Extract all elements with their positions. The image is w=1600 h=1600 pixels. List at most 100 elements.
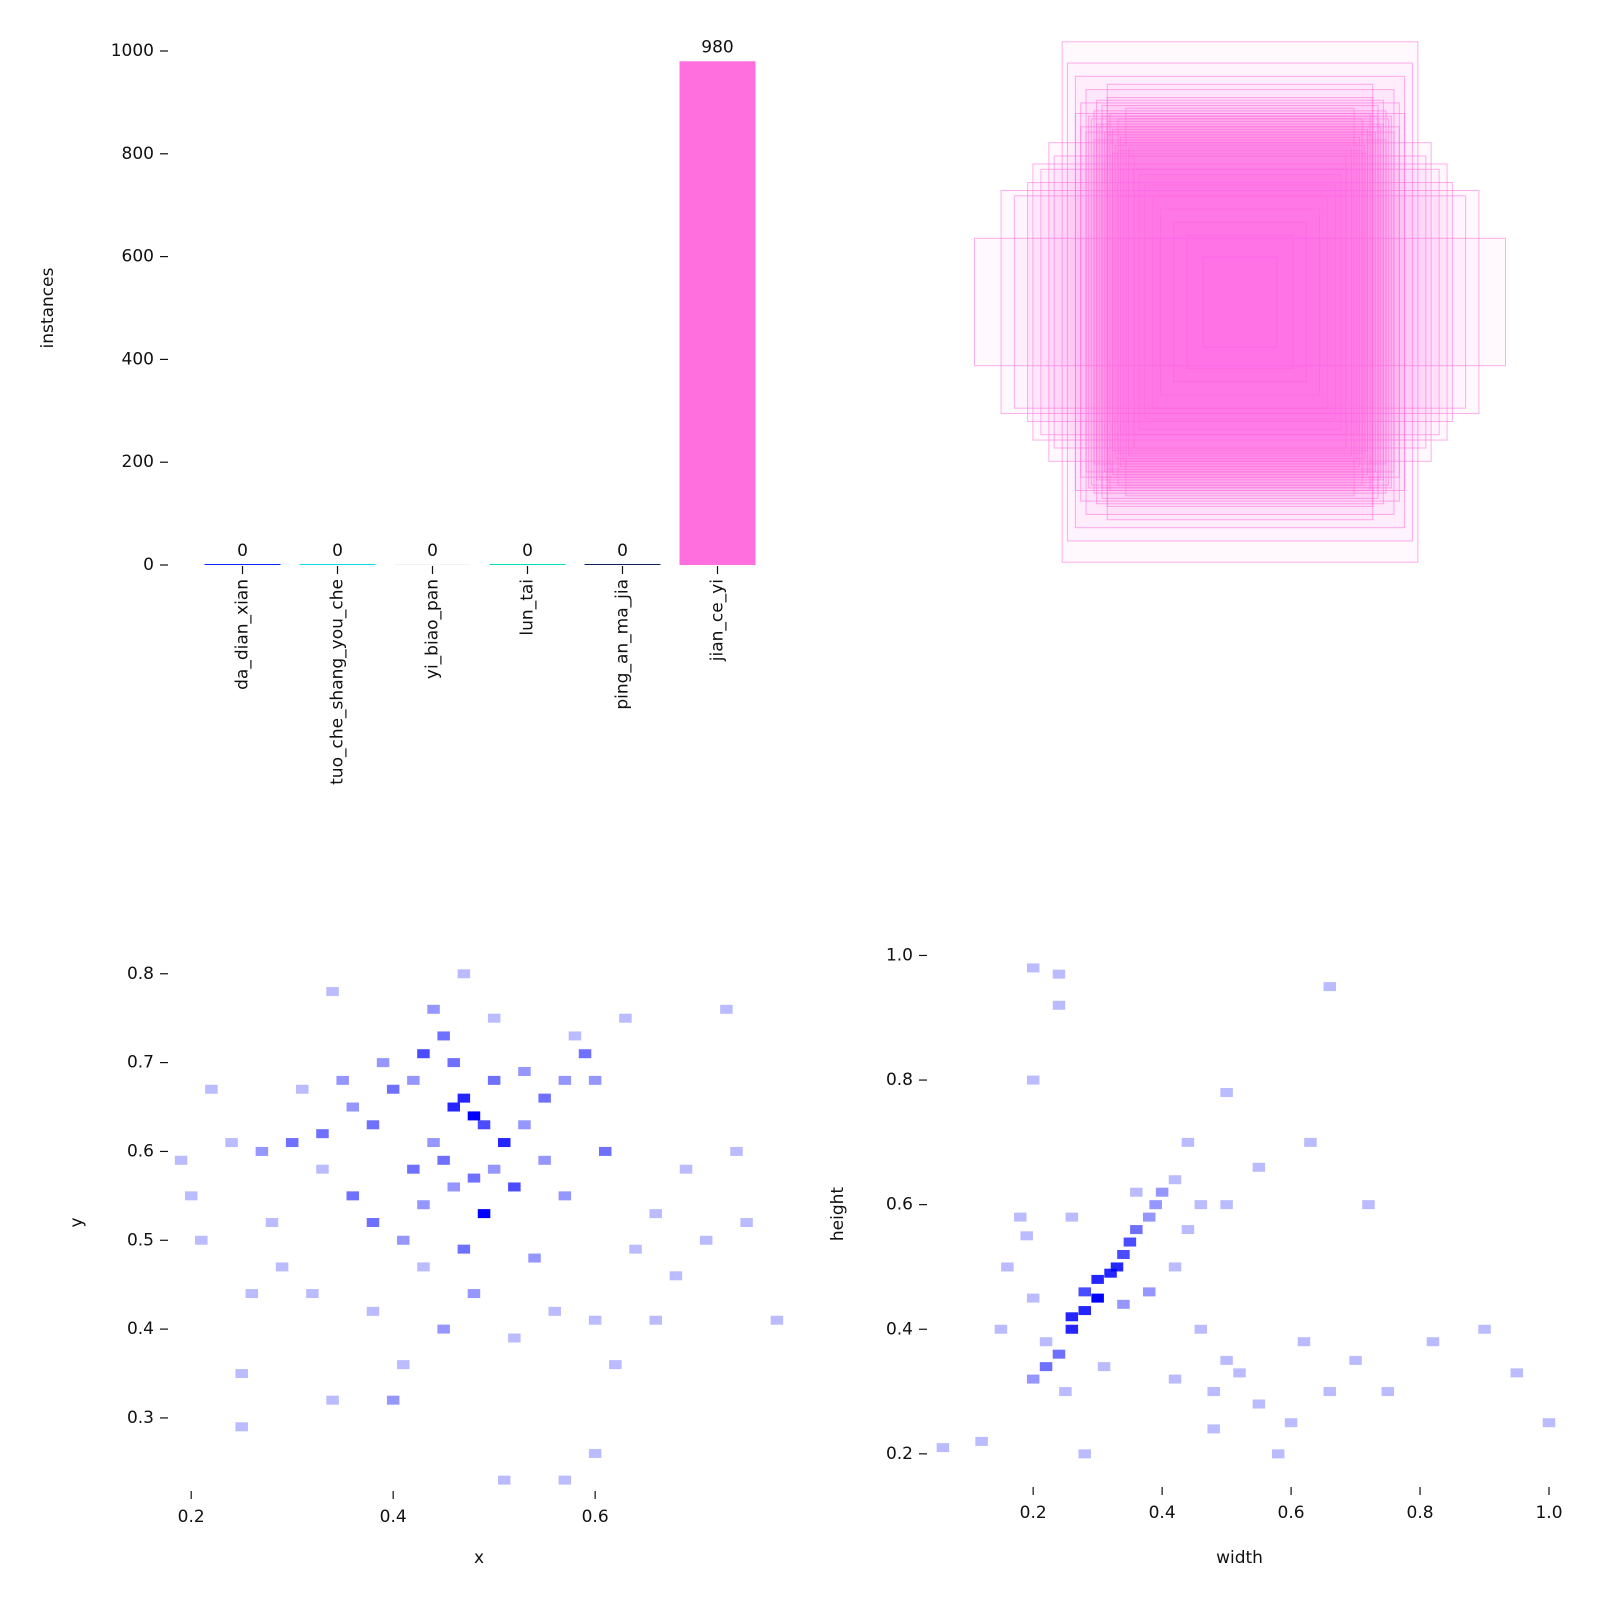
heatmap-cell bbox=[184, 1191, 198, 1201]
heatmap-cell bbox=[1284, 1418, 1298, 1428]
heatmap-cell bbox=[376, 1058, 390, 1068]
heatmap-cell bbox=[1323, 1387, 1337, 1397]
heatmap-cell bbox=[417, 1200, 430, 1210]
heatmap-cell bbox=[427, 1138, 440, 1148]
heatmap-cell bbox=[1168, 1374, 1182, 1384]
heatmap-cell bbox=[306, 1289, 319, 1299]
heatmap-cell bbox=[1304, 1137, 1317, 1147]
heatmap-cell bbox=[477, 1209, 491, 1219]
heatmap-cell bbox=[447, 1058, 461, 1068]
heatmap-cell bbox=[558, 1475, 572, 1485]
heatmap-cell bbox=[1065, 1312, 1079, 1322]
heatmap-cell bbox=[1039, 1362, 1053, 1372]
heatmap-cell bbox=[1426, 1337, 1440, 1347]
heatmap-cell bbox=[1478, 1324, 1491, 1334]
heatmap-cell bbox=[447, 1182, 461, 1192]
heatmap-cell bbox=[235, 1369, 248, 1379]
heatmap-cell bbox=[1233, 1368, 1246, 1378]
heatmap-cell bbox=[407, 1075, 420, 1085]
heatmap-cell bbox=[629, 1244, 642, 1254]
box bbox=[1125, 107, 1355, 497]
box bbox=[1173, 221, 1307, 383]
heatmap-cell bbox=[548, 1306, 561, 1316]
box bbox=[1061, 41, 1419, 563]
heatmap-cell bbox=[1014, 1212, 1027, 1222]
heatmap-cell bbox=[497, 1475, 511, 1485]
heatmap-cell bbox=[1052, 1349, 1066, 1359]
heatmap-cell bbox=[508, 1182, 521, 1192]
heatmap-cell bbox=[1117, 1249, 1130, 1259]
heatmap-cell bbox=[518, 1120, 531, 1130]
heatmap-cell bbox=[568, 1031, 582, 1041]
heatmap-cell bbox=[975, 1436, 988, 1446]
heatmap-cell bbox=[1252, 1399, 1266, 1409]
heatmap-cell bbox=[699, 1235, 713, 1245]
heatmap-cell bbox=[1001, 1262, 1014, 1272]
heatmap-cell bbox=[427, 1004, 440, 1014]
heatmap-cell bbox=[316, 1129, 329, 1139]
box bbox=[1106, 134, 1374, 470]
heatmap-cell bbox=[1059, 1387, 1072, 1397]
x-tick-label: tuo_che_shang_you_che bbox=[328, 579, 348, 785]
box bbox=[1106, 83, 1374, 521]
heatmap-cell bbox=[1130, 1187, 1143, 1197]
heatmap-cell bbox=[1220, 1355, 1233, 1365]
x-tick-label: 0.6 bbox=[582, 1507, 609, 1527]
box bbox=[1106, 97, 1374, 507]
heatmap-cell bbox=[467, 1289, 481, 1299]
x-tick-label: yi_biao_pan bbox=[423, 579, 443, 679]
y-tick-label: 0.8 bbox=[886, 1070, 913, 1090]
bar bbox=[584, 564, 661, 565]
y-tick-label: 200 bbox=[122, 452, 154, 472]
x-tick-label: 0.2 bbox=[1020, 1503, 1047, 1523]
box bbox=[1106, 120, 1374, 484]
x-tick-label: 0.4 bbox=[1149, 1503, 1176, 1523]
heatmap-cell bbox=[740, 1218, 753, 1227]
heatmap-cell bbox=[1078, 1306, 1091, 1316]
heatmap-cell bbox=[994, 1324, 1008, 1334]
heatmap-cell bbox=[1142, 1212, 1156, 1222]
heatmap-cell bbox=[285, 1138, 299, 1148]
y-tick-label: 1.0 bbox=[886, 945, 913, 965]
x-tick-label: 0.2 bbox=[178, 1507, 205, 1527]
heatmap-cell bbox=[397, 1235, 410, 1245]
heatmap-cell bbox=[1142, 1287, 1156, 1297]
heatmap-cell bbox=[588, 1448, 602, 1458]
box bbox=[1085, 131, 1395, 473]
heatmap-cell bbox=[174, 1155, 188, 1165]
heatmap-cell bbox=[245, 1289, 259, 1299]
heatmap-cell bbox=[1020, 1231, 1033, 1241]
heatmap-cell bbox=[1091, 1274, 1104, 1284]
heatmap-cell bbox=[730, 1146, 743, 1156]
y-tick-label: 0.2 bbox=[886, 1444, 913, 1464]
box bbox=[1114, 144, 1366, 460]
heatmap-cell bbox=[1104, 1268, 1117, 1278]
heatmap-cell bbox=[265, 1218, 279, 1227]
heatmap-cell bbox=[1026, 1293, 1040, 1303]
heatmap-cell bbox=[366, 1218, 380, 1227]
heatmap-cell bbox=[558, 1191, 572, 1201]
x-tick-label: 0.8 bbox=[1407, 1503, 1434, 1523]
y-tick-label: 0.7 bbox=[127, 1053, 154, 1073]
box bbox=[1090, 118, 1390, 486]
x-axis-label: width bbox=[1216, 1548, 1263, 1568]
bar-value-label: 0 bbox=[427, 541, 438, 561]
y-tick-label: 800 bbox=[122, 144, 154, 164]
heatmap-cell bbox=[457, 1244, 471, 1254]
y-tick-label: 0.5 bbox=[127, 1230, 154, 1250]
box bbox=[1104, 131, 1376, 473]
heatmap-cell bbox=[437, 1155, 450, 1165]
y-tick-label: 0 bbox=[143, 555, 154, 575]
heatmap-cell bbox=[235, 1422, 248, 1432]
x-tick-label: 0.6 bbox=[1278, 1503, 1305, 1523]
heatmap-cell bbox=[407, 1164, 420, 1174]
heatmap-cell bbox=[538, 1155, 551, 1165]
box bbox=[1074, 75, 1406, 529]
box bbox=[1127, 147, 1353, 457]
heatmap-cell bbox=[936, 1443, 950, 1453]
heatmap-cell bbox=[1026, 963, 1040, 973]
heatmap-cell bbox=[346, 1102, 360, 1112]
heatmap-cell bbox=[1194, 1324, 1208, 1334]
bar bbox=[679, 61, 756, 565]
y-axis-label: instances bbox=[38, 267, 58, 348]
